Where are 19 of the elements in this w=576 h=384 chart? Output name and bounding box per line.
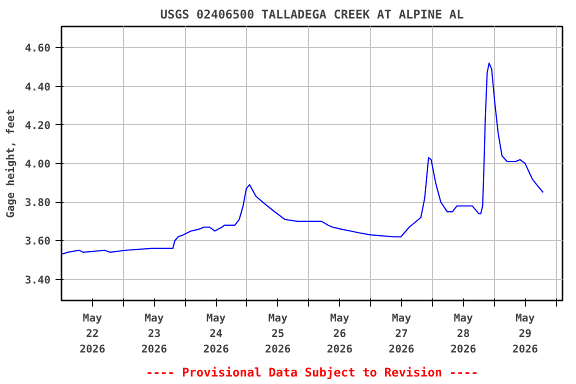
y-tick-label: 4.40 bbox=[24, 80, 51, 94]
line-series bbox=[62, 62, 544, 255]
x-tick-label: May 24 2026 bbox=[203, 312, 229, 356]
x-tick-label: May 23 2026 bbox=[141, 312, 168, 356]
chart-title: USGS 02406500 TALLADEGA CREEK AT ALPINE AL bbox=[160, 8, 464, 22]
x-tick-label: May 26 2026 bbox=[326, 312, 353, 356]
y-tick-label: 3.80 bbox=[24, 196, 51, 210]
x-tick-label: May 29 2026 bbox=[512, 312, 538, 356]
y-tick-label: 4.20 bbox=[24, 118, 51, 132]
x-tick-label: May 27 2026 bbox=[388, 312, 414, 356]
x-tick-label: May 22 2026 bbox=[80, 312, 106, 356]
x-tick-label: May 25 2026 bbox=[265, 312, 291, 356]
x-tick-label: May 28 2026 bbox=[450, 312, 476, 356]
y-tick-label: 3.60 bbox=[24, 234, 51, 248]
text: ---- Provisional Data Subject to Revision ---- bbox=[146, 366, 478, 380]
y-tick-label: 4.60 bbox=[24, 42, 51, 55]
y-tick-label: 3.40 bbox=[24, 273, 51, 286]
y-axis-title: Gage height, feet bbox=[4, 108, 17, 218]
y-tick-label: 4.00 bbox=[24, 158, 51, 170]
